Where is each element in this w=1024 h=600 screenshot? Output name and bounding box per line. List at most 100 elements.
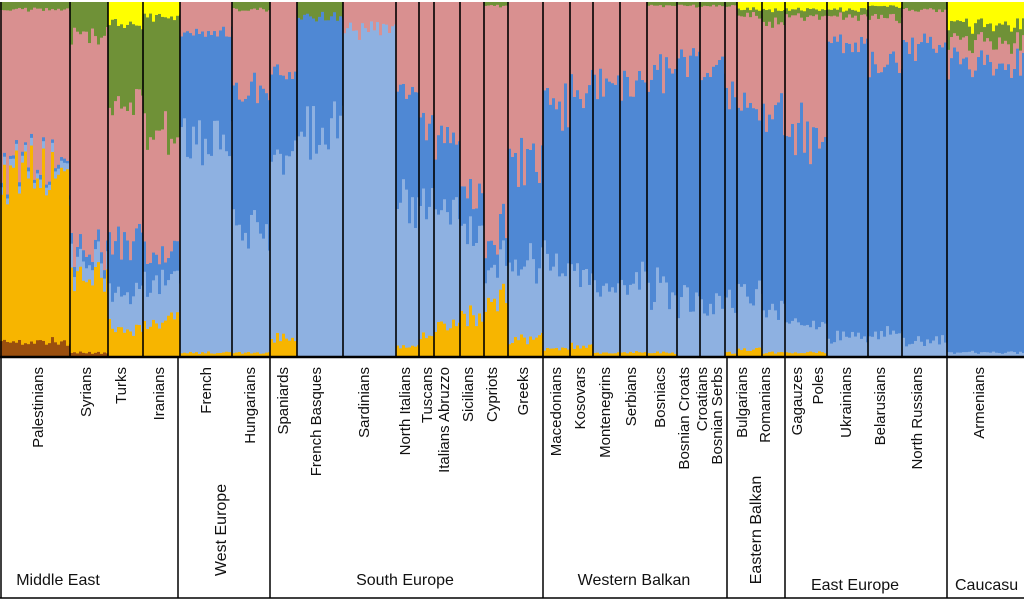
segment-lightblue: [895, 333, 899, 357]
segment-yellow: [860, 2, 864, 9]
segment-orange: [152, 319, 156, 357]
segment-pink: [97, 44, 101, 230]
segment-pink: [573, 2, 577, 97]
segment-blue: [54, 167, 58, 172]
segment-blue: [914, 60, 918, 341]
segment-green: [953, 21, 957, 34]
segment-orange: [167, 315, 171, 357]
segment-green: [60, 2, 64, 11]
segment-pink: [644, 2, 648, 83]
segment-yellow: [812, 2, 816, 9]
segment-green: [848, 8, 852, 15]
segment-brown: [21, 344, 25, 357]
segment-blue: [953, 47, 957, 354]
segment-orange: [288, 340, 292, 357]
segment-blue: [18, 181, 22, 187]
segment-blue: [740, 110, 744, 287]
segment-lightblue: [638, 289, 642, 353]
segment-blue: [232, 85, 236, 210]
segment-orange: [42, 148, 46, 341]
segment-lightblue: [60, 160, 64, 168]
segment-orange: [422, 332, 426, 357]
region-label: South Europe: [356, 572, 454, 589]
population-label: Greeks: [515, 367, 532, 415]
segment-lightblue: [259, 233, 263, 354]
segment-pink: [677, 4, 681, 59]
segment-pink: [385, 2, 389, 25]
segment-orange: [659, 353, 663, 357]
segment-lightblue: [812, 320, 816, 353]
segment-pink: [294, 2, 298, 72]
segment-pink: [871, 15, 875, 52]
segment-orange: [285, 338, 289, 357]
segment-lightblue: [889, 334, 893, 357]
segment-blue: [983, 64, 987, 353]
segment-green: [487, 2, 491, 6]
segment-green: [898, 7, 902, 24]
segment-orange: [620, 352, 624, 357]
segment-lightblue: [746, 296, 750, 351]
segment-orange: [809, 351, 813, 357]
segment-lightblue: [570, 263, 574, 343]
segment-lightblue: [339, 115, 343, 357]
segment-pink: [73, 27, 77, 267]
segment-lightblue: [809, 326, 813, 352]
segment-blue: [854, 42, 858, 337]
segment-blue: [947, 79, 951, 353]
segment-green: [812, 8, 816, 17]
segment-blue: [15, 139, 19, 144]
segment-pink: [57, 8, 61, 165]
segment-orange: [201, 351, 205, 357]
segment-green: [968, 26, 972, 51]
segment-blue: [228, 36, 232, 157]
segment-orange: [431, 335, 435, 357]
segment-orange: [611, 353, 615, 357]
segment-yellow: [971, 2, 975, 34]
segment-yellow: [877, 2, 881, 7]
segment-pink: [42, 10, 46, 138]
segment-blue: [718, 59, 722, 296]
segment-blue: [680, 49, 684, 298]
segment-orange: [195, 351, 199, 357]
segment-blue: [111, 254, 115, 302]
segment-orange: [481, 321, 485, 357]
segment-lightblue: [718, 295, 722, 357]
segment-blue: [256, 102, 260, 223]
segment-blue: [635, 80, 639, 273]
segment-pink: [132, 114, 136, 242]
segment-green: [79, 2, 83, 35]
segment-lightblue: [836, 330, 840, 357]
segment-yellow: [794, 2, 798, 10]
segment-lightblue: [815, 329, 819, 353]
segment-blue: [279, 74, 283, 154]
segment-pink: [103, 35, 107, 271]
segment-blue: [791, 123, 795, 321]
segment-orange: [469, 305, 473, 357]
segment-blue: [460, 186, 464, 226]
segment-orange: [668, 352, 672, 357]
segment-orange: [549, 348, 553, 357]
segment-blue: [941, 47, 945, 336]
segment-blue: [303, 14, 307, 137]
segment-green: [718, 2, 722, 6]
segment-pink: [207, 2, 211, 32]
segment-pink: [414, 2, 418, 93]
segment-orange: [213, 353, 217, 357]
segment-yellow: [132, 2, 136, 25]
segment-pink: [396, 2, 400, 92]
segment-blue: [24, 142, 28, 145]
segment-orange: [623, 351, 627, 357]
segment-lightblue: [256, 221, 260, 353]
segment-pink: [355, 2, 359, 31]
segment-lightblue: [523, 266, 527, 338]
segment-orange: [85, 281, 89, 354]
segment-green: [794, 9, 798, 16]
segment-orange: [596, 352, 600, 357]
segment-blue: [402, 83, 406, 180]
population-bar-gagauzes: [785, 2, 828, 357]
segment-blue: [94, 239, 98, 250]
segment-blue: [965, 57, 969, 353]
segment-blue: [108, 231, 112, 284]
segment-pink: [167, 154, 171, 259]
segment-green: [653, 2, 657, 6]
